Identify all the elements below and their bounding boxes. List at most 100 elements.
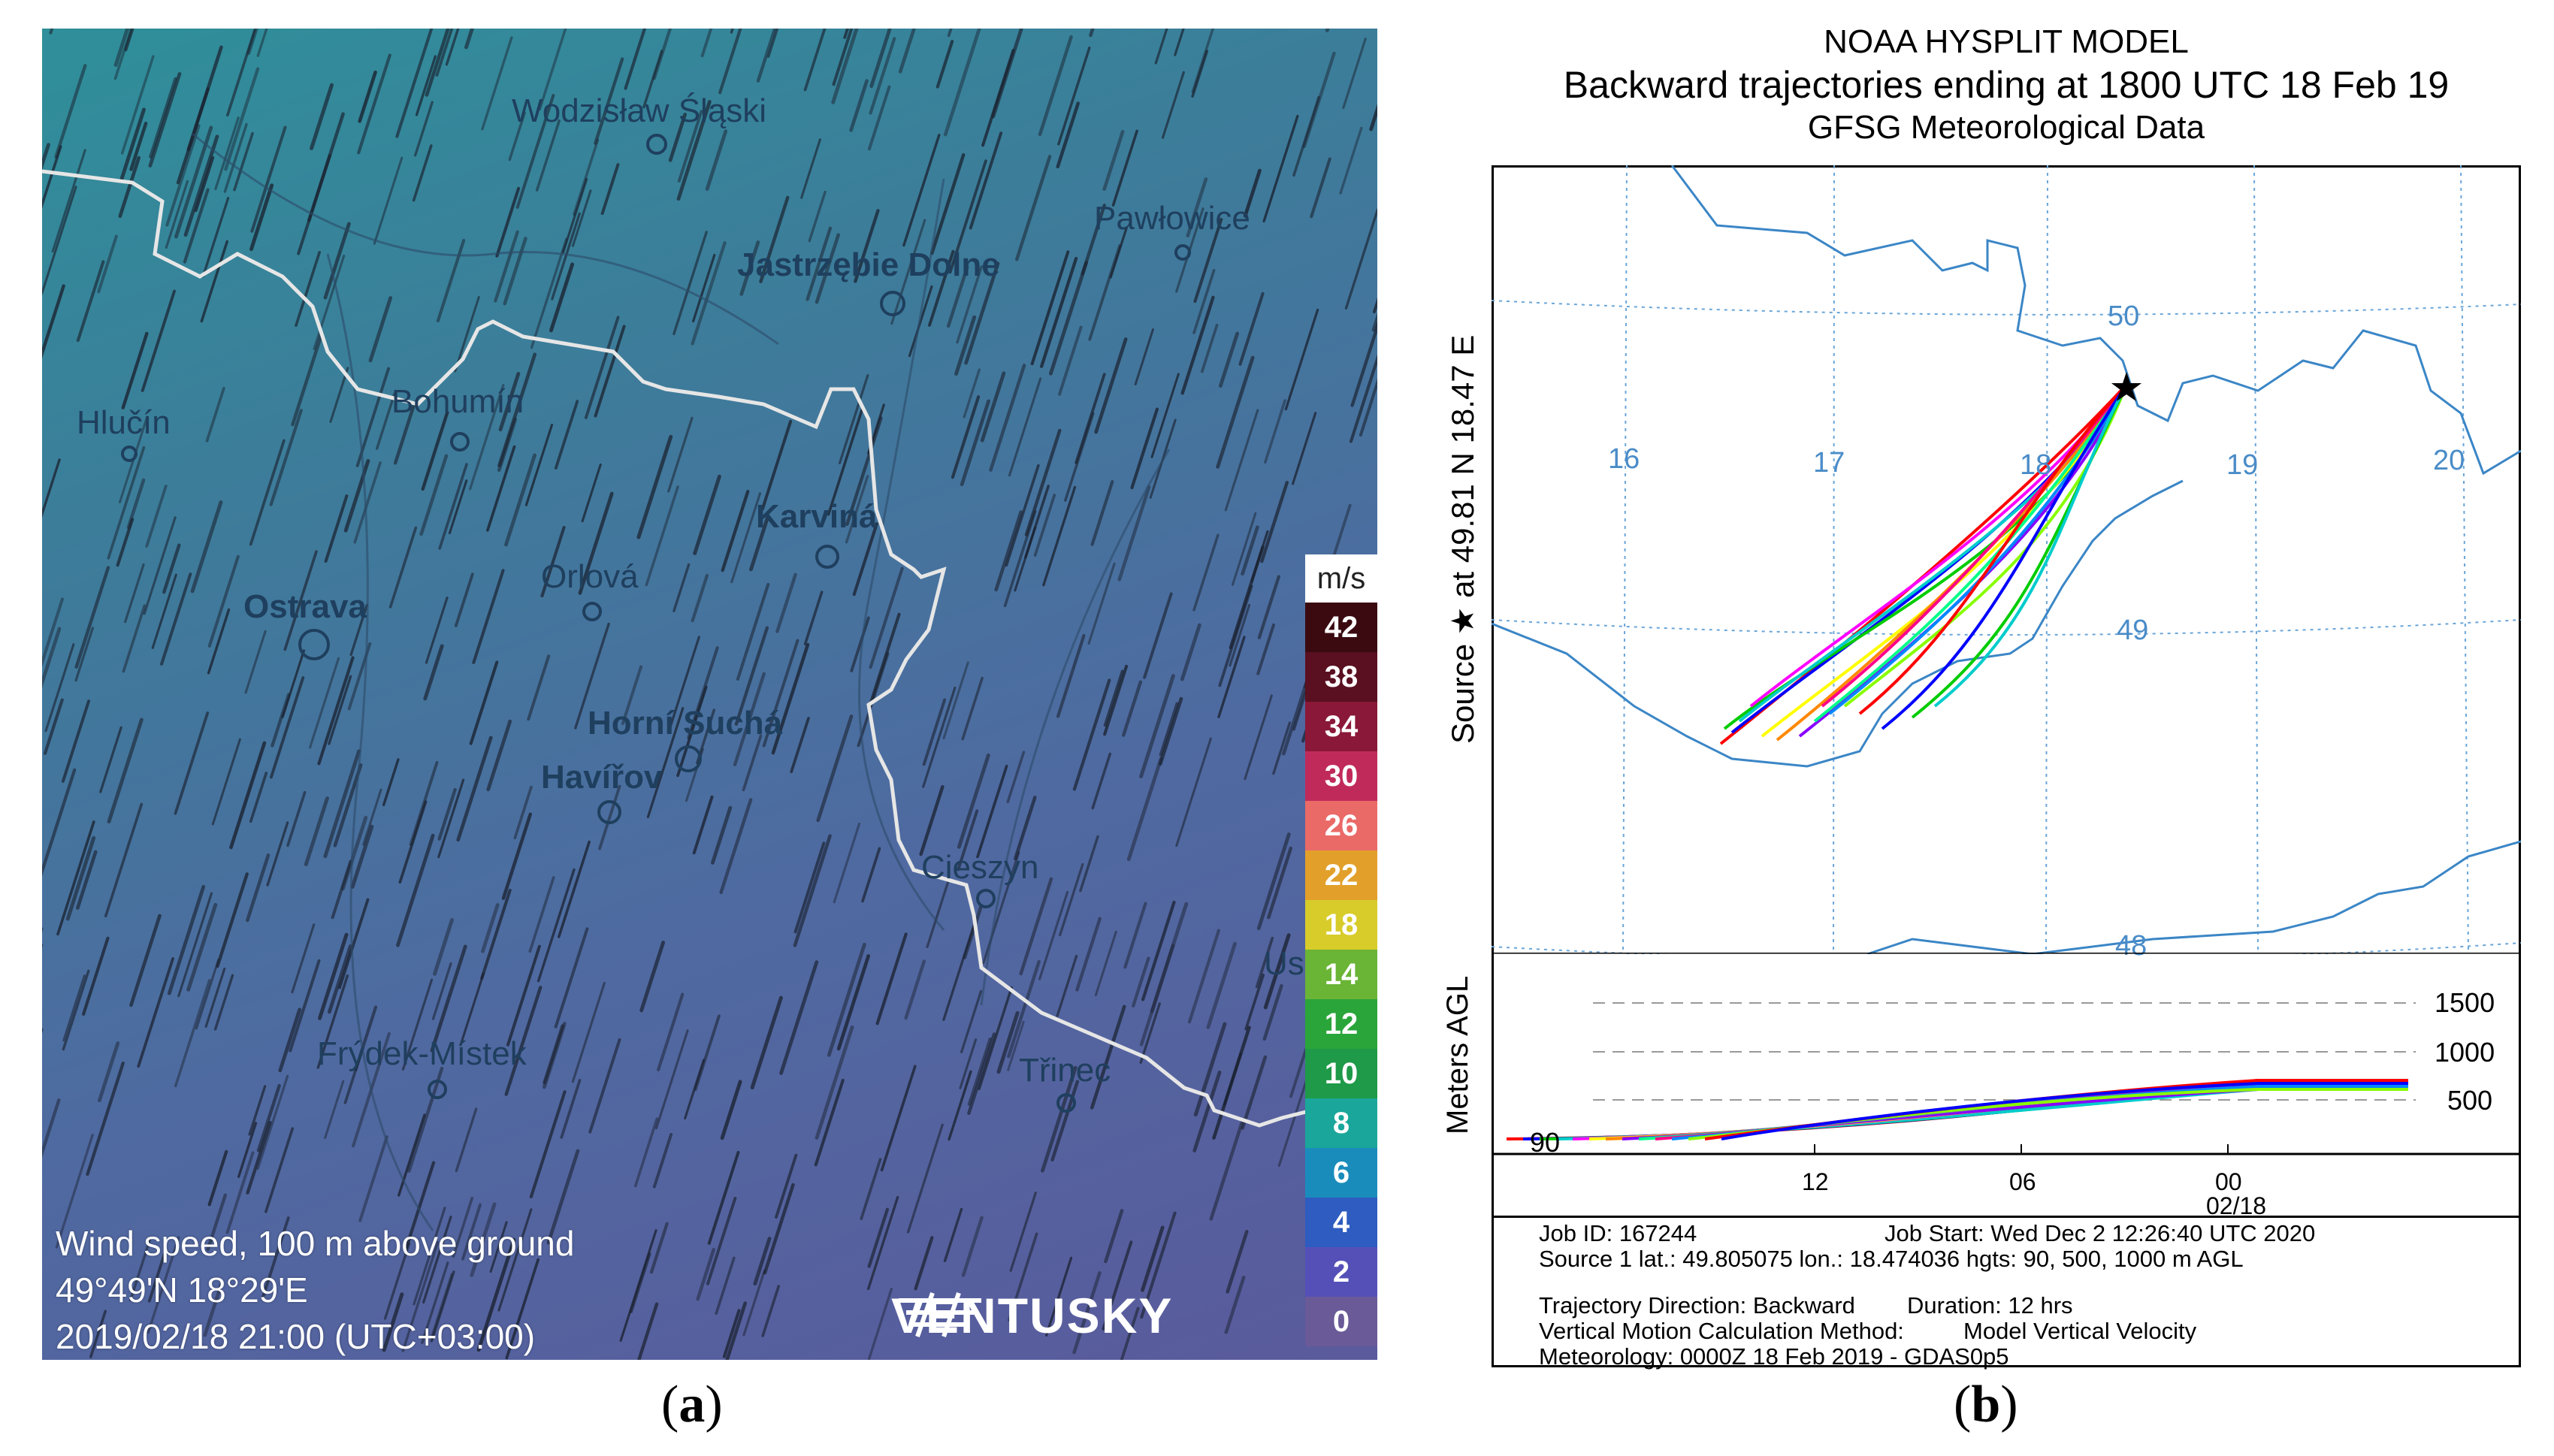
graticule	[1492, 165, 2521, 954]
wind-streak	[633, 1117, 659, 1188]
wind-streak	[1104, 1209, 1124, 1264]
wind-streak	[1056, 633, 1086, 718]
caption-b-open: (	[1954, 1376, 1972, 1433]
time-tick: 12	[1802, 1168, 1829, 1195]
wind-streak	[454, 572, 474, 627]
wind-streak	[62, 969, 90, 1051]
wind-streak	[1231, 512, 1257, 586]
wind-streak	[323, 749, 361, 859]
wind-streak	[229, 741, 267, 850]
wind-streak	[1013, 796, 1037, 861]
city-label: Pawłowice	[1094, 200, 1250, 237]
wind-streak	[501, 812, 533, 900]
legend-item: 42	[1305, 603, 1377, 652]
wind-streak	[1193, 218, 1223, 304]
wind-streak	[967, 1032, 996, 1115]
wind-streak	[373, 156, 404, 245]
wind-streak	[1180, 295, 1215, 395]
wind-streak	[1277, 1068, 1312, 1168]
height-profile	[1492, 953, 2521, 1155]
wind-streak	[183, 188, 210, 264]
wind-streak	[715, 1256, 736, 1316]
wind-streak	[947, 29, 953, 38]
city-label: Havířov	[541, 759, 663, 796]
wind-streak	[1310, 157, 1331, 219]
wind-streak	[393, 400, 417, 465]
wind-streak	[571, 189, 592, 247]
wind-streak	[249, 183, 274, 252]
wind-streak	[1030, 250, 1070, 366]
wind-streak	[1132, 956, 1150, 1008]
wind-streak	[742, 734, 763, 792]
wind-streak	[249, 772, 268, 823]
wind-streak	[673, 563, 691, 612]
wind-streak	[1217, 636, 1246, 718]
legend-item: 10	[1305, 1049, 1377, 1098]
wind-streak	[1050, 1080, 1080, 1162]
wind-streak	[880, 1065, 917, 1172]
wind-streak	[461, 1203, 482, 1261]
wind-streak	[1087, 562, 1116, 645]
wind-streak	[1140, 1211, 1177, 1319]
wind-streak	[160, 572, 192, 666]
wind-streak	[948, 159, 987, 274]
wind-streak	[44, 643, 75, 733]
wind-streak	[1224, 1276, 1246, 1334]
wind-streak	[1272, 721, 1292, 775]
wind-streak	[504, 986, 543, 1096]
wind-streak	[174, 711, 210, 815]
wind-streak	[649, 1222, 669, 1274]
wind-streak	[1257, 575, 1280, 639]
wind-streak	[1024, 428, 1062, 536]
wind-streak	[421, 410, 449, 491]
wind-streak	[291, 923, 316, 994]
wind-streak	[104, 802, 144, 918]
wind-streak	[1038, 890, 1069, 980]
ventusky-logo-icon	[899, 1292, 981, 1337]
wind-streak	[148, 71, 182, 168]
trajectory-map	[1492, 165, 2521, 954]
wind-streak	[692, 253, 716, 323]
wind-streak	[1072, 678, 1111, 791]
wind-streak	[42, 186, 77, 295]
wind-streak	[831, 29, 859, 104]
wind-streak	[200, 240, 229, 323]
wind-streak	[989, 364, 1026, 472]
hysplit-data-source: GFSG Meteorological Data	[1807, 109, 2205, 146]
wind-streak	[1143, 592, 1173, 679]
wind-streak	[194, 156, 215, 213]
wind-streak	[669, 636, 700, 730]
wind-streak	[203, 1282, 223, 1337]
wind-streak	[338, 898, 370, 989]
wind-streak	[250, 125, 287, 233]
wind-streak	[540, 526, 566, 598]
wind-streak	[382, 1292, 404, 1352]
wind-streak	[621, 665, 643, 725]
wind-streak	[271, 693, 291, 748]
wind-streak	[562, 177, 588, 254]
wind-streak	[350, 824, 374, 889]
wind-streak	[850, 616, 870, 672]
wind-streak	[639, 941, 666, 1013]
wind-streak	[1130, 407, 1159, 490]
wind-streak	[960, 399, 990, 487]
wind-streak	[867, 85, 891, 151]
wind-streak	[436, 238, 466, 323]
trajectory-line	[1749, 383, 2128, 708]
wind-streak	[1339, 126, 1363, 195]
wind-streak	[1264, 399, 1286, 464]
wind-streak	[1256, 832, 1291, 930]
city-label: Bohumín	[391, 383, 524, 420]
wind-streak	[469, 384, 505, 491]
wind-streak	[1006, 751, 1026, 804]
legend-item: 18	[1305, 900, 1377, 950]
trajectory-line	[1730, 383, 2128, 734]
wind-streak	[1218, 331, 1240, 388]
wind-streak	[549, 262, 575, 333]
legend-item: 26	[1305, 801, 1377, 850]
source-info: Source 1 lat.: 49.805075 lon.: 18.474036…	[1539, 1246, 2244, 1272]
wind-streak	[1007, 1020, 1025, 1071]
wind-streak	[536, 868, 576, 983]
wind-streak	[1005, 464, 1040, 567]
wind-streak	[852, 522, 878, 597]
